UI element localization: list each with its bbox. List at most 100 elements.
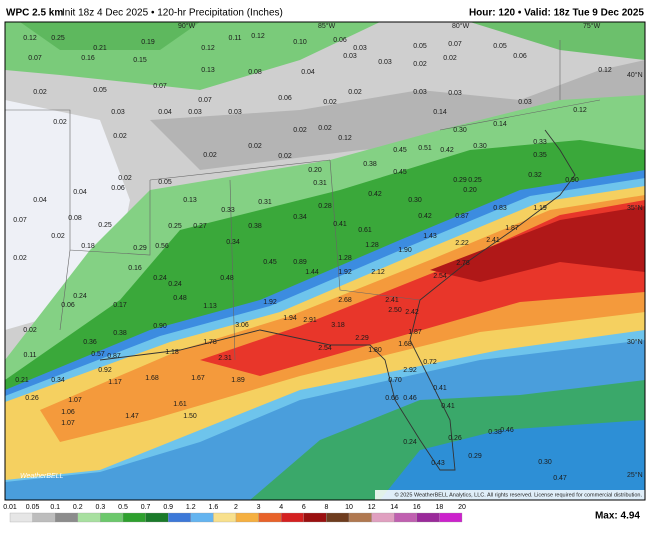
point-value: 0.07 [198,97,212,104]
point-value: 0.12 [23,35,37,42]
point-value: 0.02 [113,133,127,140]
point-value: 0.45 [263,259,277,266]
point-value: 2.31 [218,355,232,362]
point-value: 0.03 [413,89,427,96]
point-value: 0.14 [493,121,507,128]
point-value: 1.94 [283,315,297,322]
point-value: 0.24 [153,275,167,282]
point-value: 1.17 [108,379,122,386]
point-value: 0.08 [248,69,262,76]
point-value: 0.05 [413,43,427,50]
point-value: 0.04 [73,189,87,196]
colorbar-swatch [235,512,259,523]
point-value: 0.41 [433,385,447,392]
point-value: 0.24 [168,281,182,288]
point-value: 0.03 [378,59,392,66]
point-value: 0.02 [293,127,307,134]
valid-text: Hour: 120 • Valid: 18z Tue 9 Dec 2025 [469,8,644,19]
point-value: 2.41 [486,237,500,244]
point-value: 0.25 [51,35,65,42]
lon-label: 90°W [178,22,196,30]
colorbar-label: 20 [458,504,466,511]
point-value: 0.13 [201,67,215,74]
point-value: 1.19 [533,205,547,212]
precip-field: 0.12 0.25 0.21 0.19 0.12 0.11 0.12 0.10 0.06 0.03… [4,21,646,501]
point-value: 0.48 [173,295,187,302]
colorbar-swatch [371,512,395,523]
point-value: 0.06 [111,185,125,192]
point-value: 0.12 [201,45,215,52]
colorbar-swatch [145,512,169,523]
point-value: 0.31 [313,180,327,187]
colorbar-swatch [32,512,56,523]
colorbar-swatch [55,512,78,523]
colorbar-label: 16 [413,504,421,511]
point-value: 0.87 [455,213,469,220]
point-value: 0.43 [431,460,445,467]
point-value: 0.03 [518,99,532,106]
point-value: 0.10 [293,39,307,46]
point-value: 0.07 [448,41,462,48]
point-value: 0.42 [440,147,454,154]
colorbar-swatch [303,512,327,523]
point-value: 0.12 [338,135,352,142]
point-value: 0.05 [493,43,507,50]
point-value: 1.07 [61,420,75,427]
point-value: 0.29 [468,453,482,460]
point-value: 0.92 [98,367,112,374]
colorbar-label: 1.6 [209,504,219,511]
colorbar-label: 12 [368,504,376,511]
point-value: 0.03 [111,109,125,116]
colorbar-swatch [258,512,282,523]
point-value: 1.43 [423,233,437,240]
point-value: 0.24 [73,293,87,300]
lat-label: 25°N [627,471,643,479]
point-value: 0.02 [53,119,67,126]
point-value: 1.07 [68,397,82,404]
point-value: 0.72 [423,359,437,366]
point-value: 2.29 [355,335,369,342]
point-value: 0.47 [553,475,567,482]
point-value: 1.68 [145,375,159,382]
lat-label: 40°N [627,71,643,79]
point-value: 1.92 [263,299,277,306]
point-value: 0.20 [308,167,322,174]
colorbar-label: 4 [279,504,283,511]
colorbar-swatch [416,512,440,523]
point-value: 0.29 [453,177,467,184]
point-value: 0.90 [565,177,579,184]
point-value: 0.46 [500,427,514,434]
colorbar-label: 0.1 [50,504,60,511]
lat-label: 30°N [627,338,643,346]
point-value: 2.54 [433,273,447,280]
point-value: 0.03 [188,109,202,116]
point-value: 0.21 [15,377,29,384]
point-value: 0.15 [133,57,147,64]
point-value: 0.07 [28,55,42,62]
lon-label: 80°W [452,22,470,30]
point-value: 2.92 [403,367,417,374]
point-value: 1.50 [183,413,197,420]
point-value: 0.27 [193,223,207,230]
point-value: 0.48 [220,275,234,282]
point-value: 0.04 [301,69,315,76]
point-value: 1.06 [61,409,75,416]
colorbar-label: 18 [436,504,444,511]
credit: © 2025 WeatherBELL Analytics, LLC. All r… [395,491,643,498]
point-value: 0.08 [68,215,82,222]
point-value: 0.30 [538,459,552,466]
point-value: 0.02 [23,327,37,334]
point-value: 0.46 [403,395,417,402]
point-value: 0.25 [168,223,182,230]
point-value: 0.18 [81,243,95,250]
point-value: 2.91 [303,317,317,324]
point-value: 0.16 [81,55,95,62]
point-value: 0.02 [278,153,292,160]
colorbar-swatch [213,512,237,523]
point-value: 0.25 [98,222,112,229]
point-value: 1.13 [203,303,217,310]
point-value: 0.06 [513,53,527,60]
colorbar-label: 0.05 [26,504,40,511]
point-value: 0.03 [448,90,462,97]
point-value: 0.02 [118,175,132,182]
